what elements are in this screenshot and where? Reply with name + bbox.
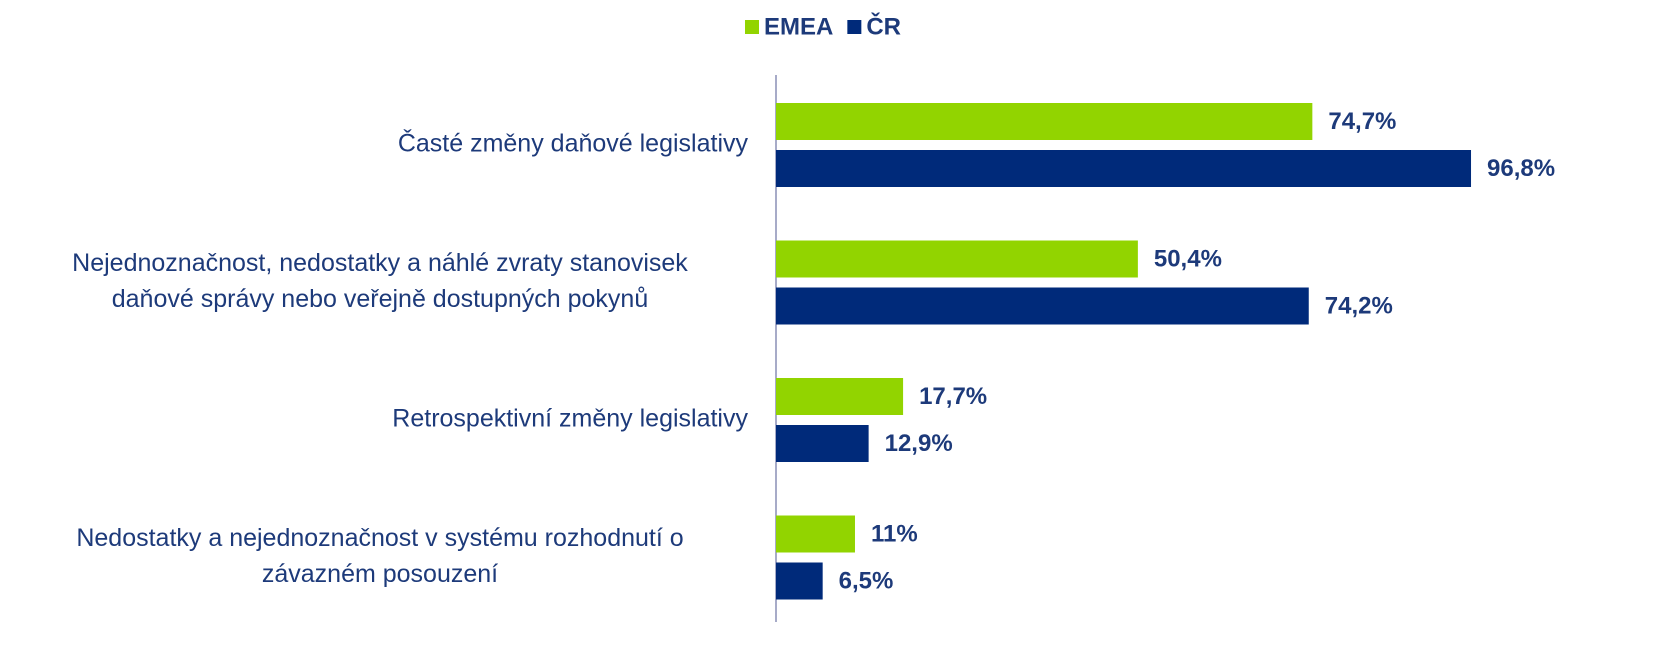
legend-label: ČR (866, 12, 901, 40)
value-label: 74,7% (1328, 108, 1396, 135)
category-label: daňové správy nebo veřejně dostupných po… (112, 285, 648, 313)
value-label: 50,4% (1154, 245, 1222, 272)
value-label: 74,2% (1325, 292, 1393, 319)
category-label: Nedostatky a nejednoznačnost v systému r… (76, 524, 683, 552)
category-label: Retrospektivní změny legislativy (392, 405, 748, 433)
category-label: Nejednoznačnost, nedostatky a náhlé zvra… (72, 249, 688, 277)
bar (776, 240, 1138, 278)
category-label: Časté změny daňové legislativy (398, 129, 749, 158)
legend-label: EMEA (764, 13, 833, 40)
value-label: 96,8% (1487, 155, 1555, 182)
value-label: 6,5% (839, 567, 894, 594)
legend-swatch (745, 20, 759, 34)
bar (776, 562, 823, 600)
bar (776, 425, 869, 462)
value-label: 11% (871, 520, 918, 547)
bar (776, 150, 1472, 187)
bar (776, 515, 855, 553)
bar (776, 378, 904, 415)
bar (776, 103, 1313, 140)
bar (776, 287, 1309, 325)
value-label: 12,9% (885, 430, 953, 457)
category-label: závazném posouzení (262, 560, 498, 588)
legend-swatch (847, 20, 862, 34)
value-label: 17,7% (919, 383, 987, 410)
